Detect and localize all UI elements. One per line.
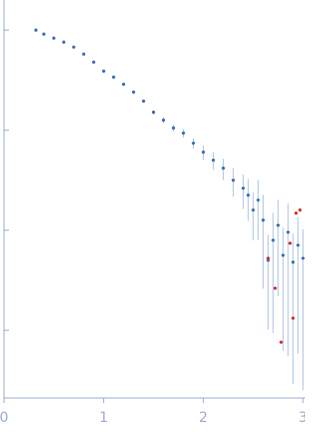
data-point [288, 241, 292, 245]
data-point [246, 193, 250, 197]
data-point [211, 158, 215, 162]
data-point [72, 45, 76, 49]
x-tick-label: 0 [0, 410, 8, 426]
data-point [112, 75, 116, 79]
data-point [161, 118, 166, 122]
data-point [251, 208, 255, 212]
data-point [271, 238, 275, 242]
data-point [42, 32, 46, 36]
data-point [301, 256, 305, 260]
data-point [191, 141, 195, 145]
data-point [273, 286, 277, 290]
x-tick-label: 2 [199, 410, 208, 426]
data-point [62, 40, 66, 44]
data-point [102, 69, 106, 73]
x-tick-label: 3 [299, 410, 305, 426]
data-point [231, 178, 235, 182]
data-point [151, 110, 156, 114]
data-point [122, 82, 126, 86]
chart: 0 1 2 3 [0, 0, 307, 426]
data-point [256, 198, 260, 202]
data-point [52, 36, 56, 40]
data-point [296, 243, 300, 247]
data-point [261, 218, 265, 222]
data-point [286, 230, 290, 234]
data-point [291, 316, 295, 320]
data-point [34, 28, 38, 32]
data-point [294, 211, 298, 215]
data-point [266, 256, 270, 260]
data-point [181, 131, 186, 135]
data-point [131, 90, 136, 94]
data-point [279, 340, 283, 344]
data-point [141, 99, 146, 103]
data-point [92, 60, 96, 64]
data-point [201, 150, 205, 154]
data-point [241, 186, 245, 190]
data-point [298, 208, 302, 212]
data-point [281, 253, 285, 257]
data-point [221, 166, 225, 170]
data-point [291, 260, 295, 264]
data-point [82, 52, 86, 56]
data-point [276, 223, 280, 227]
x-tick-label: 1 [99, 410, 108, 426]
data-point [171, 126, 176, 130]
